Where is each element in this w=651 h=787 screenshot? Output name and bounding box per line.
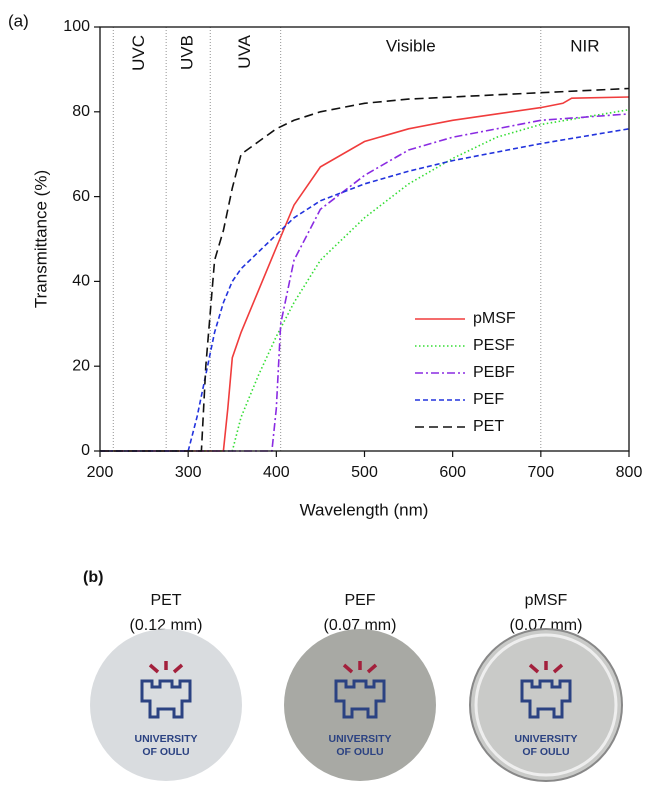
y-tick-label: 60 xyxy=(72,188,90,205)
film-sample xyxy=(90,629,242,781)
logo-ray xyxy=(148,663,160,674)
y-tick-label: 100 xyxy=(63,18,90,35)
region-label: Visible xyxy=(386,36,436,55)
logo-ray xyxy=(342,663,354,674)
logo-ray xyxy=(552,663,564,674)
logo-text: OF OULU xyxy=(522,746,569,758)
logo-text: UNIVERSITY xyxy=(134,733,197,745)
legend-label: PEBF xyxy=(473,364,515,381)
sample-thickness: (0.12 mm) xyxy=(130,617,203,634)
logo-castle xyxy=(334,679,386,719)
legend-label: pMSF xyxy=(473,310,516,327)
series-line xyxy=(100,96,630,452)
film-gloss xyxy=(474,633,618,777)
sample-thickness: (0.07 mm) xyxy=(324,617,397,634)
series-line xyxy=(100,128,630,452)
logo-castle xyxy=(140,679,192,719)
logo-text: UNIVERSITY xyxy=(514,733,577,745)
region-label: NIR xyxy=(570,36,599,55)
sample-name: PEF xyxy=(344,592,375,609)
x-tick-label: 600 xyxy=(439,464,466,481)
x-tick-label: 300 xyxy=(175,464,202,481)
logo-castle xyxy=(520,679,572,719)
x-tick-label: 800 xyxy=(616,464,643,481)
region-label: UVA xyxy=(235,34,254,68)
y-tick-label: 80 xyxy=(72,103,90,120)
legend-label: PET xyxy=(473,418,504,435)
logo-text: OF OULU xyxy=(336,746,383,758)
series-line xyxy=(100,108,630,452)
sample-name: pMSF xyxy=(525,592,568,609)
y-axis-label: Transmittance (%) xyxy=(31,170,50,308)
x-tick-label: 500 xyxy=(351,464,378,481)
region-label: UVB xyxy=(178,35,197,70)
sample-thickness: (0.07 mm) xyxy=(510,617,583,634)
logo-text: OF OULU xyxy=(142,746,189,758)
series-line xyxy=(100,113,630,452)
y-tick-label: 40 xyxy=(72,273,90,290)
logo-ray xyxy=(172,663,184,674)
film-sample xyxy=(469,628,623,782)
logo-text: UNIVERSITY xyxy=(328,733,391,745)
x-axis-label: Wavelength (nm) xyxy=(300,500,429,519)
region-label: UVC xyxy=(129,35,148,71)
legend-label: PESF xyxy=(473,337,515,354)
legend-label: PEF xyxy=(473,391,504,408)
panel-label: (b) xyxy=(83,569,103,586)
logo-ray xyxy=(528,663,540,674)
series-line xyxy=(100,87,630,452)
plot-frame xyxy=(99,26,630,452)
x-tick-label: 400 xyxy=(263,464,290,481)
panel-label: (a) xyxy=(8,11,29,30)
y-tick-label: 20 xyxy=(72,357,90,374)
x-tick-label: 200 xyxy=(87,464,114,481)
y-tick-label: 0 xyxy=(81,442,90,459)
x-tick-label: 700 xyxy=(527,464,554,481)
sample-name: PET xyxy=(150,592,181,609)
film-sample xyxy=(284,629,436,781)
logo-ray xyxy=(366,663,378,674)
